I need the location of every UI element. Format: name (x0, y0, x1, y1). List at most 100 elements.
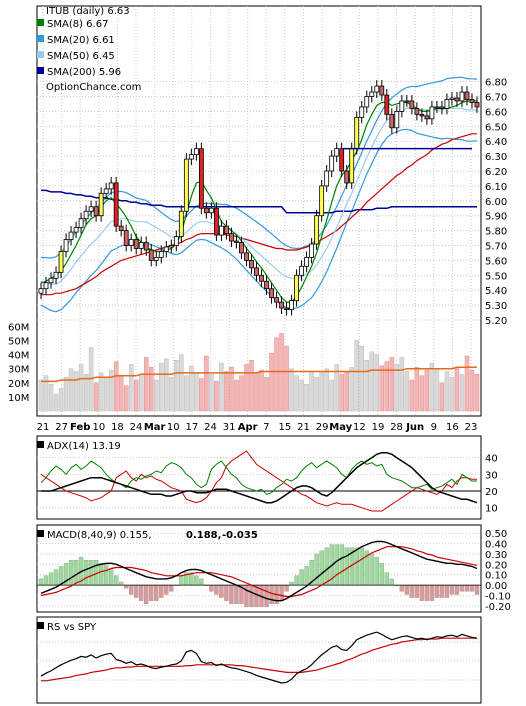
candle-body (193, 148, 199, 156)
candle-body (158, 251, 164, 258)
macd-histogram-bar (464, 584, 470, 592)
macd-histogram-bar (159, 584, 164, 598)
candle-body (63, 239, 69, 252)
volume-bar (149, 367, 154, 412)
macd-histogram-bar (354, 547, 359, 586)
volume-bar (474, 374, 480, 412)
candle-body (229, 233, 234, 242)
macd-histogram-bar (334, 544, 339, 586)
macd-tick-label: 0.30 (485, 550, 507, 561)
volume-bar (259, 369, 264, 412)
volume-bar (404, 371, 410, 412)
macd-histogram-bar (58, 566, 64, 586)
candle-body (118, 225, 124, 232)
date-tick-label: Jun (405, 422, 424, 433)
macd-histogram-bar (154, 584, 159, 601)
candle-body (113, 182, 119, 227)
macd-histogram-bar (369, 553, 374, 586)
macd-histogram-bar (98, 563, 104, 586)
price-tick-label: 6.60 (485, 107, 507, 118)
macd-histogram-bar (214, 584, 219, 595)
volume-bar (309, 371, 314, 412)
candle-body (394, 111, 400, 129)
volume-bar (394, 364, 400, 412)
adx-legend: ADX(14) 13.19 (37, 441, 121, 452)
volume-bar (244, 364, 249, 412)
macd-tick-label: 0.00 (485, 581, 507, 592)
candle-body (88, 206, 94, 212)
price-tick-label: 6.10 (485, 182, 507, 193)
volume-bar (209, 374, 214, 412)
macd-histogram-bar (324, 547, 329, 586)
volume-bar (459, 374, 465, 412)
candle-body (244, 252, 249, 261)
volume-bar (359, 345, 364, 412)
volume-bar (38, 379, 44, 412)
volume-bar (389, 357, 395, 412)
date-tick-label: 10 (167, 422, 180, 433)
macd-histogram-bar (384, 572, 389, 586)
price-tick-label: 6.40 (485, 137, 507, 148)
candle-body (469, 99, 475, 103)
volume-bar (93, 382, 99, 412)
volume-bar (329, 379, 334, 412)
price-legend: ITUB (daily) 6.63 SMA(8) 6.67 SMA(20) 6.… (37, 6, 141, 93)
date-tick-label: 7 (263, 422, 269, 433)
volume-bar (229, 367, 234, 412)
candle-body (73, 227, 79, 233)
macd-histogram-bar (439, 584, 445, 598)
macd-histogram-bar (319, 550, 324, 586)
legend-sma8: SMA(8) 6.67 (47, 19, 108, 30)
volume-bar (364, 359, 369, 412)
candle-body (339, 148, 345, 172)
volume-bar (58, 388, 64, 412)
macd-histogram-bar (434, 584, 440, 598)
volume-bar (234, 379, 239, 412)
macd-histogram-bar (269, 584, 274, 605)
macd-histogram-bar (43, 575, 49, 586)
macd-histogram-bar (304, 566, 309, 586)
volume-bar (249, 359, 254, 412)
macd-histogram-bar (199, 578, 204, 586)
candle-body (349, 148, 355, 184)
volume-bar (449, 376, 455, 412)
adx-tick-label: 30 (485, 470, 498, 481)
date-tick-label: 9 (431, 422, 437, 433)
sma50-swatch (37, 51, 44, 58)
candle-body (214, 207, 219, 236)
volume-tick-label: 10M (8, 393, 29, 404)
date-tick-label: 24 (130, 422, 143, 433)
date-tick-label: 31 (223, 422, 236, 433)
volume-bar (469, 369, 475, 412)
macd-histogram-bar (294, 575, 299, 586)
price-tick-label: 5.80 (485, 227, 507, 238)
volume-bar (184, 375, 189, 412)
volume-bar (133, 379, 139, 412)
volume-bar (179, 354, 184, 412)
volume-bar (103, 376, 109, 412)
volume-tick-label: 20M (8, 379, 29, 390)
macd-signal-line (40, 546, 478, 598)
macd-histogram-bar (108, 569, 114, 586)
price-tick-label: 6.30 (485, 152, 507, 163)
candle-body (138, 242, 144, 249)
volume-bar (43, 375, 49, 412)
date-tick-label: 21 (297, 422, 310, 433)
macd-histogram-bar (73, 559, 79, 586)
price-tick-label: 6.50 (485, 122, 507, 133)
macd-histogram-bar (474, 584, 480, 595)
macd-histogram-bar (419, 584, 425, 601)
volume-bar (334, 364, 339, 412)
candle-body (48, 277, 54, 284)
macd-histogram-bar (279, 584, 284, 601)
candle-body (153, 257, 159, 261)
volume-bar (354, 340, 359, 412)
rs-title: RS vs SPY (47, 622, 97, 633)
price-tick-label: 5.50 (485, 271, 507, 282)
macd-histogram-bar (149, 584, 154, 601)
date-tick-label: 29 (316, 422, 329, 433)
date-tick-label: 23 (465, 422, 478, 433)
macd-histogram-bar (404, 584, 410, 595)
macd-title: MACD(8,40,9) 0.155, (47, 530, 152, 541)
volume-bar (274, 337, 279, 412)
